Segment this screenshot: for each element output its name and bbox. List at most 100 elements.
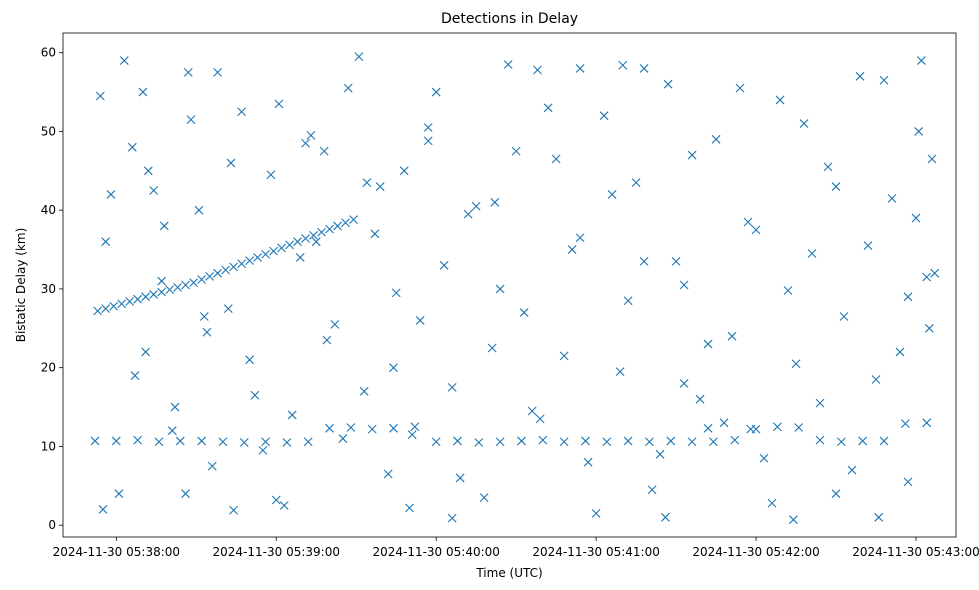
y-tick-label: 40	[41, 203, 56, 217]
data-point	[439, 260, 449, 270]
data-point	[655, 449, 665, 459]
data-point	[405, 503, 414, 513]
data-point	[407, 430, 417, 440]
data-point	[399, 166, 409, 176]
data-point	[109, 301, 119, 311]
data-point	[490, 197, 500, 207]
data-point	[303, 437, 313, 447]
data-point	[711, 134, 721, 144]
data-point	[389, 423, 398, 433]
data-point	[623, 296, 633, 306]
data-point	[189, 278, 199, 288]
data-point	[874, 512, 884, 522]
data-point	[847, 465, 857, 475]
data-point	[666, 436, 676, 446]
data-point	[735, 83, 745, 93]
data-point	[663, 79, 673, 89]
data-point	[245, 355, 254, 365]
data-point	[237, 107, 246, 117]
data-point	[101, 237, 111, 247]
data-point	[383, 469, 393, 479]
y-tick-label: 20	[41, 361, 56, 375]
data-point	[855, 71, 865, 81]
data-point	[487, 343, 497, 353]
data-point	[93, 306, 103, 316]
data-point	[410, 422, 420, 432]
data-point	[863, 241, 873, 251]
plot-frame	[62, 32, 957, 538]
data-point	[197, 275, 207, 284]
data-point	[631, 178, 641, 188]
data-point	[791, 359, 801, 369]
data-point	[295, 253, 305, 262]
data-point	[170, 402, 180, 412]
data-point	[839, 312, 849, 321]
data-point	[773, 422, 782, 432]
data-point	[98, 505, 108, 514]
x-tick-label: 2024-11-30 05:41:00	[532, 545, 659, 559]
data-point	[602, 437, 612, 447]
data-point	[167, 426, 177, 436]
data-point	[759, 453, 769, 463]
data-point	[924, 323, 934, 333]
x-tick-label: 2024-11-30 05:38:00	[53, 545, 180, 559]
data-point	[914, 127, 924, 136]
data-point	[229, 262, 238, 272]
data-point	[199, 312, 209, 321]
data-point	[205, 271, 215, 281]
data-point	[671, 256, 681, 266]
data-point	[325, 423, 334, 433]
x-axis-label: Time (UTC)	[475, 566, 542, 580]
x-tick-label: 2024-11-30 05:42:00	[692, 545, 819, 559]
data-point	[823, 162, 833, 172]
data-point	[927, 154, 937, 164]
data-point	[157, 287, 167, 297]
data-point	[709, 437, 718, 447]
data-point	[879, 436, 889, 446]
data-point	[117, 299, 127, 309]
data-point	[455, 473, 465, 483]
data-point	[197, 436, 207, 446]
data-point	[375, 182, 385, 191]
data-point	[223, 304, 233, 314]
data-point	[903, 292, 913, 302]
data-point	[687, 437, 697, 447]
data-point	[245, 256, 254, 265]
data-point	[527, 406, 537, 416]
data-point	[349, 215, 358, 225]
data-point	[186, 115, 196, 125]
y-axis-label: Bistatic Delay (km)	[14, 228, 28, 343]
data-point	[639, 256, 649, 266]
data-point	[858, 436, 868, 446]
data-point	[767, 498, 777, 508]
data-point	[271, 495, 281, 505]
data-point	[149, 290, 159, 299]
y-tick-label: 60	[41, 46, 56, 60]
data-point	[661, 512, 670, 522]
data-point	[229, 505, 238, 515]
data-point	[559, 437, 569, 447]
data-point	[389, 363, 398, 373]
data-point	[194, 205, 204, 215]
data-point	[250, 390, 260, 400]
data-point	[133, 435, 143, 445]
data-point	[807, 249, 817, 258]
data-point	[343, 83, 353, 93]
data-point	[575, 233, 585, 243]
data-point	[114, 489, 124, 499]
data-point	[154, 437, 164, 447]
data-point	[607, 190, 617, 199]
data-point	[618, 60, 628, 70]
data-point	[391, 288, 401, 298]
data-point	[149, 186, 159, 195]
data-point	[359, 386, 369, 396]
data-point	[367, 424, 377, 434]
data-point	[879, 75, 889, 85]
data-point	[647, 485, 657, 495]
data-point	[471, 201, 481, 211]
data-point	[495, 437, 505, 447]
data-point	[679, 280, 689, 290]
data-point	[277, 243, 286, 253]
x-axis: 2024-11-30 05:38:00 2024-11-30 05:39:00 20…	[53, 537, 979, 559]
data-point	[695, 394, 705, 404]
